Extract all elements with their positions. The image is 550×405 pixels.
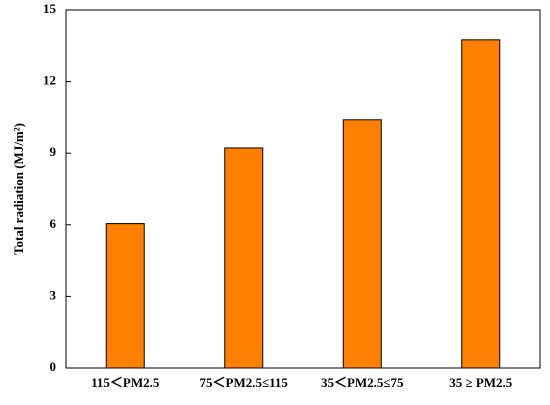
bar xyxy=(461,39,501,369)
y-tick-label: 15 xyxy=(43,1,57,16)
y-tick-label: 0 xyxy=(50,359,57,374)
bar xyxy=(342,119,382,369)
x-tick-label: 75＜PM2.5≤115 xyxy=(200,375,289,390)
x-tick-label: 35＜PM2.5≤75 xyxy=(321,375,404,390)
x-tick-label: 35 ≥ PM2.5 xyxy=(449,375,513,390)
x-tick-label: 115＜PM2.5 xyxy=(91,375,160,390)
y-tick-label: 3 xyxy=(50,287,57,302)
bar xyxy=(224,147,264,369)
bar xyxy=(105,223,145,369)
y-tick-label: 12 xyxy=(43,73,56,88)
plot-frame xyxy=(65,9,541,369)
y-tick-label: 6 xyxy=(50,216,57,231)
y-axis-label: Total radiation (MJ/m²) xyxy=(11,123,26,255)
y-tick-label: 9 xyxy=(50,144,57,159)
